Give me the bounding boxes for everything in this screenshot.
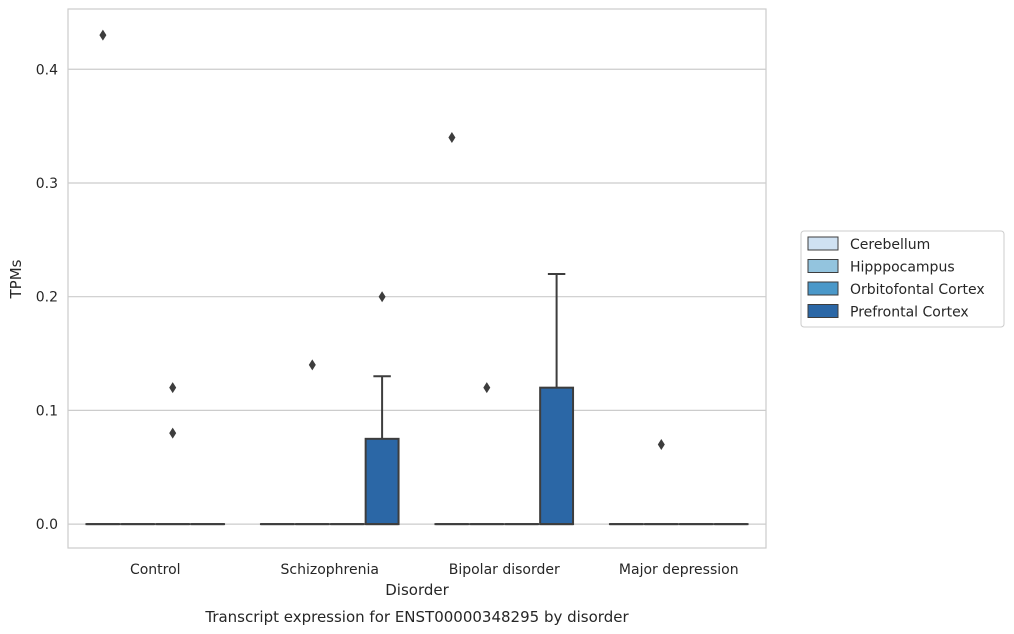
box-hipppocampus bbox=[294, 359, 330, 526]
box-hipppocampus bbox=[643, 439, 679, 526]
outlier-point bbox=[99, 29, 107, 41]
legend-label: Cerebellum bbox=[850, 237, 930, 253]
box-cerebellum bbox=[434, 131, 470, 526]
y-tick-label: 0.4 bbox=[36, 62, 58, 78]
box-cerebellum bbox=[85, 29, 121, 526]
outlier-point bbox=[378, 291, 386, 303]
chart-title: Transcript expression for ENST0000034829… bbox=[204, 608, 629, 626]
plot-area bbox=[67, 8, 767, 549]
box-groups bbox=[85, 29, 749, 526]
legend-label: Orbitofontal Cortex bbox=[850, 282, 985, 298]
box-prefrontal-cortex bbox=[539, 272, 575, 526]
legend-frame bbox=[800, 230, 1005, 328]
y-tick-label: 0.2 bbox=[36, 290, 58, 306]
legend-label: Prefrontal Cortex bbox=[850, 305, 969, 321]
box-body bbox=[539, 386, 575, 526]
y-tick-label: 0.0 bbox=[36, 517, 58, 533]
outlier-point bbox=[169, 427, 177, 439]
outlier-point bbox=[448, 131, 456, 143]
outlier-point bbox=[483, 382, 491, 394]
legend-swatch bbox=[807, 281, 839, 296]
x-tick-label: Bipolar disorder bbox=[449, 562, 560, 578]
box-prefrontal-cortex bbox=[364, 291, 400, 526]
x-tick-label: Major depression bbox=[619, 562, 739, 578]
box-hipppocampus bbox=[469, 382, 505, 526]
y-tick-label: 0.1 bbox=[36, 403, 58, 419]
outlier-point bbox=[169, 382, 177, 394]
legend-swatch bbox=[807, 236, 839, 251]
x-axis-label: Disorder bbox=[385, 581, 449, 599]
legend-swatch bbox=[807, 259, 839, 273]
x-tick-label: Control bbox=[130, 562, 181, 578]
x-axis-ticks: Control Schizophrenia Bipolar disorder Majo… bbox=[130, 562, 739, 578]
legend-label: Hipppocampus bbox=[850, 260, 955, 276]
outlier-point bbox=[308, 359, 316, 371]
legend-swatch bbox=[807, 304, 839, 318]
legend: Cerebellum Hipppocampus Orbitofontal Corte… bbox=[800, 230, 1005, 328]
y-axis-ticks: 0.0 0.1 0.2 0.3 0.4 bbox=[36, 62, 58, 533]
x-tick-label: Schizophrenia bbox=[281, 562, 379, 578]
box-orbitofontal-cortex bbox=[155, 382, 191, 526]
y-axis-label: TPMs bbox=[7, 259, 25, 299]
outlier-point bbox=[657, 439, 665, 451]
box-body bbox=[364, 437, 400, 526]
y-tick-label: 0.3 bbox=[36, 176, 58, 192]
